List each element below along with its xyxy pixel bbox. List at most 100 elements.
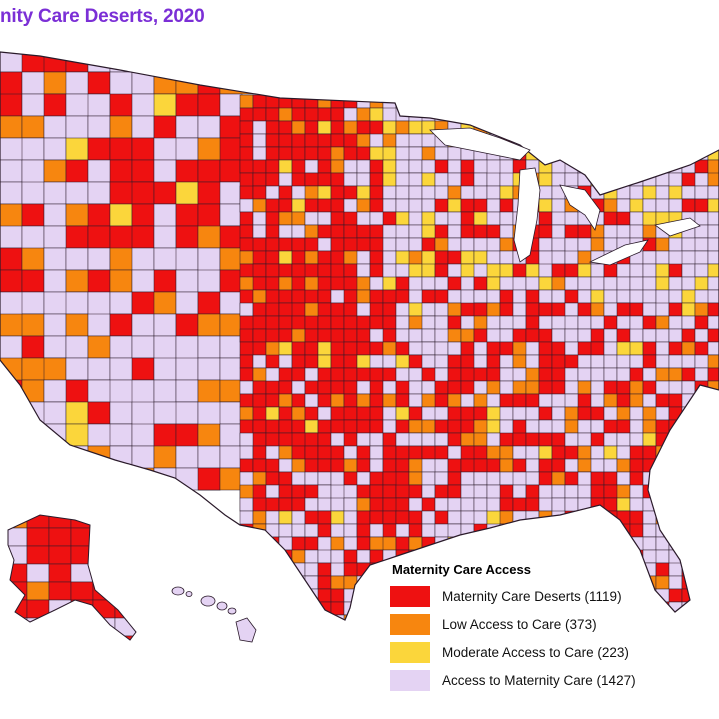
county-cell — [460, 198, 475, 213]
county-cell — [486, 393, 501, 408]
county-cell — [219, 93, 243, 117]
county-cell — [538, 289, 553, 304]
county-cell — [421, 328, 436, 343]
county-cell — [70, 599, 94, 619]
county-cell — [382, 354, 397, 369]
county-cell — [278, 328, 293, 343]
county-cell — [21, 467, 45, 491]
county-cell — [538, 94, 553, 109]
county-cell — [551, 107, 566, 122]
county-cell — [655, 328, 670, 343]
county-cell — [343, 419, 358, 434]
county-cell — [603, 354, 618, 369]
county-cell — [382, 250, 397, 265]
county-cell — [382, 328, 397, 343]
county-cell — [694, 94, 719, 109]
county-cell — [87, 71, 111, 95]
lake-ontario — [654, 217, 701, 237]
county-cell — [655, 133, 670, 161]
county-cell — [616, 94, 631, 109]
county-cell — [642, 354, 657, 369]
county-cell — [43, 423, 67, 447]
county-cell — [616, 484, 631, 499]
county-cell — [219, 313, 243, 337]
county-cell — [590, 536, 605, 551]
county-cell — [291, 380, 306, 395]
county-cell — [291, 536, 306, 551]
county-cell — [551, 94, 566, 109]
county-cell — [304, 354, 319, 369]
county-cell — [564, 315, 579, 330]
county-cell — [265, 575, 293, 590]
county-cell — [512, 432, 527, 447]
county-cell — [369, 614, 384, 620]
county-cell — [197, 357, 221, 381]
county-cell — [629, 302, 644, 317]
county-cell — [356, 107, 371, 122]
county-cell — [317, 289, 332, 304]
county-cell — [551, 445, 566, 460]
county-cell — [356, 458, 371, 473]
county-cell — [265, 107, 280, 122]
county-cell — [291, 107, 306, 122]
county-cell — [26, 545, 50, 565]
county-cell — [304, 224, 319, 239]
county-cell — [421, 432, 436, 447]
county-cell — [603, 328, 618, 343]
county-cell — [473, 250, 488, 265]
county-cell — [434, 536, 449, 551]
county-cell — [447, 237, 462, 252]
county-cell — [499, 211, 514, 226]
county-cell — [278, 471, 293, 486]
county-cell — [304, 120, 319, 135]
county-cell — [408, 406, 423, 421]
county-cell — [655, 406, 670, 421]
county-cell — [252, 588, 267, 603]
county-cell — [304, 315, 319, 330]
county-cell — [603, 172, 618, 187]
county-cell — [369, 393, 384, 408]
county-cell — [642, 263, 657, 278]
county-cell — [655, 484, 670, 499]
county-cell — [655, 185, 670, 200]
county-cell — [642, 367, 657, 382]
county-cell — [486, 471, 501, 486]
county-cell — [668, 406, 683, 421]
county-cell — [551, 146, 566, 161]
county-cell — [642, 432, 657, 447]
county-cell — [265, 133, 280, 148]
county-cell — [304, 445, 319, 460]
county-cell — [356, 614, 371, 620]
county-cell — [681, 315, 696, 330]
county-cell — [291, 588, 306, 603]
county-cell — [655, 315, 670, 330]
county-cell — [616, 224, 631, 239]
county-cell — [577, 367, 592, 382]
county-cell — [317, 341, 332, 356]
county-cell — [382, 315, 397, 330]
county-cell — [707, 341, 719, 356]
county-cell — [278, 445, 293, 460]
county-cell — [304, 341, 319, 356]
county-cell — [668, 107, 683, 122]
county-cell — [317, 523, 332, 538]
county-cell — [434, 406, 449, 421]
county-cell — [382, 458, 397, 473]
county-cell — [252, 536, 267, 551]
county-cell — [499, 224, 514, 239]
county-cell — [642, 289, 657, 304]
county-cell — [499, 523, 527, 538]
county-cell — [538, 198, 553, 213]
county-cell — [291, 276, 306, 291]
county-cell — [629, 94, 644, 109]
county-cell — [590, 341, 605, 356]
county-cell — [252, 341, 267, 356]
county-cell — [707, 523, 719, 538]
county-cell — [343, 172, 358, 187]
county-cell — [175, 313, 199, 337]
county-cell — [525, 406, 540, 421]
county-cell — [8, 545, 28, 565]
county-cell — [512, 107, 527, 122]
county-cell — [434, 172, 449, 187]
county-cell — [486, 237, 501, 252]
